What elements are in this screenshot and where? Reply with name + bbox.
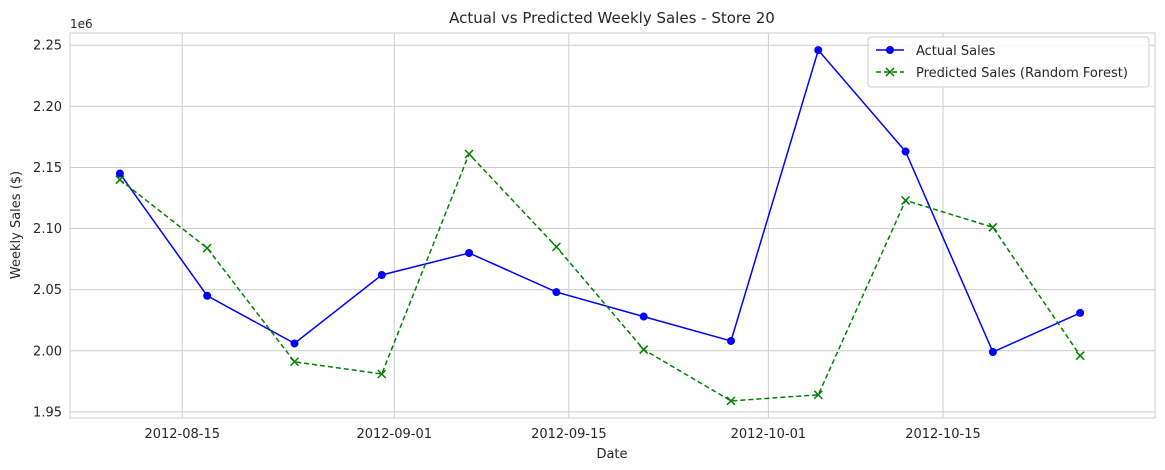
- predicted-point: [551, 242, 561, 252]
- y-tick-label: 2.20: [33, 100, 62, 115]
- actual-point: [1076, 308, 1085, 317]
- actual-point: [901, 147, 910, 156]
- series-line-predicted: [119, 152, 1081, 402]
- legend-box: [867, 36, 1150, 88]
- series-group: [115, 46, 1085, 406]
- y-tick-label: 2.05: [33, 283, 62, 298]
- y-tick-label: 2.00: [33, 344, 62, 359]
- predicted-point: [901, 195, 911, 205]
- x-tick-label: 2012-10-01: [731, 427, 807, 442]
- actual-point: [726, 337, 735, 345]
- predicted-point: [202, 243, 212, 253]
- chart-title: Actual vs Predicted Weekly Sales - Store…: [449, 9, 775, 27]
- predicted-point: [377, 369, 387, 379]
- predicted-point: [289, 357, 300, 367]
- predicted-point: [1075, 351, 1085, 361]
- legend-predicted-label: Predicted Sales (Random Forest): [916, 66, 1128, 81]
- x-axis-ticks: 2012-08-15 2012-09-01 2012-09-15 2012-10-01…: [144, 427, 980, 442]
- actual-point: [988, 348, 997, 356]
- legend-actual-marker: [886, 46, 894, 54]
- x-tick-label: 2012-09-15: [531, 427, 607, 442]
- y-axis-label: Weekly Sales ($): [9, 171, 24, 279]
- predicted-point: [726, 396, 736, 406]
- legend: Actual Sales Predicted Sales (Random For…: [867, 36, 1150, 88]
- y-axis-ticks: 1.95 2.00 2.05 2.10 2.15 2.20 2.25: [33, 39, 62, 421]
- actual-point: [203, 291, 212, 300]
- actual-point: [814, 46, 823, 55]
- y-tick-label: 2.15: [33, 161, 62, 176]
- x-tick-label: 2012-10-15: [905, 427, 981, 442]
- y-tick-label: 2.10: [33, 222, 62, 237]
- predicted-point: [639, 345, 649, 355]
- actual-point: [290, 339, 299, 348]
- predicted-point: [988, 222, 998, 232]
- predicted-point: [115, 175, 125, 185]
- actual-point: [377, 271, 386, 279]
- actual-point: [552, 288, 561, 297]
- actual-point: [115, 169, 124, 178]
- legend-predicted-marker: [885, 67, 895, 77]
- plot-area: [69, 32, 1156, 419]
- x-tick-label: 2012-08-15: [144, 427, 220, 442]
- series-line-actual: [119, 48, 1081, 353]
- predicted-point: [464, 149, 474, 159]
- legend-actual-label: Actual Sales: [916, 44, 996, 59]
- y-tick-label: 1.95: [33, 405, 62, 420]
- grid: [70, 33, 1155, 418]
- predicted-point: [813, 390, 823, 400]
- x-axis-label: Date: [596, 447, 627, 462]
- actual-point: [639, 312, 648, 321]
- y-offset-label: 1e6: [70, 17, 93, 31]
- x-tick-label: 2012-09-01: [356, 427, 432, 442]
- actual-point: [465, 249, 474, 257]
- y-tick-label: 2.25: [33, 39, 62, 54]
